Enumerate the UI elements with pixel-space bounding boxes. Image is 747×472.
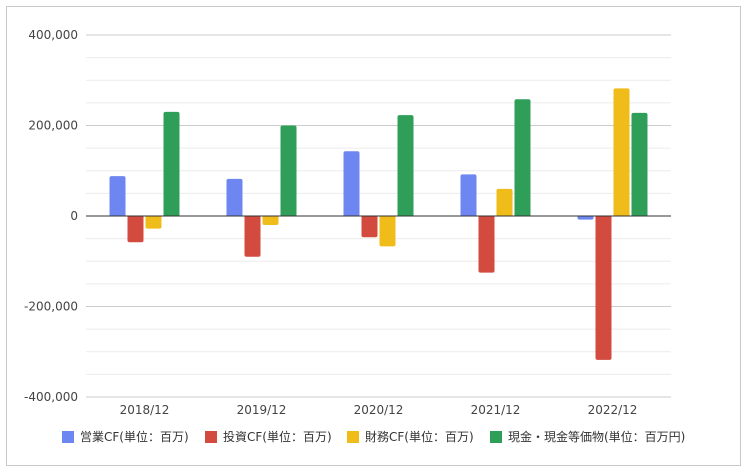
bar-2-2021/12 bbox=[478, 216, 495, 273]
bar-4-2019/12 bbox=[280, 125, 297, 216]
legend-item: 営業CF(単位：百万) bbox=[62, 429, 189, 444]
gridlines bbox=[86, 34, 671, 398]
legend-item: 投資CF(単位：百万) bbox=[205, 429, 332, 444]
bar-2-2020/12 bbox=[361, 216, 378, 238]
bar-4-2021/12 bbox=[514, 99, 531, 216]
bar-3-2018/12 bbox=[145, 216, 162, 229]
y-tick-label: 0 bbox=[70, 209, 78, 223]
legend-item: 財務CF(単位：百万) bbox=[347, 429, 474, 444]
x-axis-labels: 2018/12 2019/12 2020/12 2021/12 2022/12 bbox=[120, 403, 638, 417]
bar-3-2022/12 bbox=[613, 88, 630, 216]
legend-label: 投資CF(単位：百万) bbox=[223, 429, 332, 444]
bar-4-2018/12 bbox=[163, 111, 180, 216]
x-tick-label: 2021/12 bbox=[471, 403, 521, 417]
x-tick-label: 2020/12 bbox=[354, 403, 404, 417]
bar-4-2020/12 bbox=[397, 115, 414, 216]
bar-3-2021/12 bbox=[496, 188, 513, 216]
y-tick-label: -400,000 bbox=[24, 390, 78, 404]
bar-3-2020/12 bbox=[379, 216, 396, 247]
bar-2-2022/12 bbox=[595, 216, 612, 360]
y-tick-label: -200,000 bbox=[24, 300, 78, 314]
bar-1-2021/12 bbox=[460, 174, 477, 216]
y-tick-label: 200,000 bbox=[28, 119, 78, 133]
legend-label: 現金・現金等価物(単位：百万円) bbox=[508, 429, 685, 444]
legend-label: 財務CF(単位：百万) bbox=[365, 429, 474, 444]
bar-1-2019/12 bbox=[226, 178, 243, 216]
x-tick-label: 2019/12 bbox=[237, 403, 287, 417]
legend-item: 現金・現金等価物(単位：百万円) bbox=[490, 429, 685, 444]
legend-swatch bbox=[62, 431, 74, 443]
bar-3-2019/12 bbox=[262, 216, 279, 226]
legend-swatch bbox=[347, 431, 359, 443]
legend-swatch bbox=[490, 431, 502, 443]
bar-1-2018/12 bbox=[109, 176, 126, 216]
x-tick-label: 2022/12 bbox=[588, 403, 638, 417]
legend-label: 営業CF(単位：百万) bbox=[80, 429, 189, 444]
bar-2-2018/12 bbox=[127, 216, 144, 243]
bar-4-2022/12 bbox=[631, 112, 648, 216]
legend: 営業CF(単位：百万) 投資CF(単位：百万) 財務CF(単位：百万) 現金・現金等価… bbox=[62, 429, 685, 444]
bar-1-2022/12 bbox=[577, 216, 594, 220]
bar-1-2020/12 bbox=[343, 151, 360, 216]
y-tick-label: 400,000 bbox=[28, 28, 78, 42]
legend-swatch bbox=[205, 431, 217, 443]
bar-2-2019/12 bbox=[244, 216, 261, 257]
y-axis-labels: 400,000 200,000 0 -200,000 -400,000 bbox=[24, 28, 78, 404]
bars bbox=[109, 88, 648, 360]
x-tick-label: 2018/12 bbox=[120, 403, 170, 417]
